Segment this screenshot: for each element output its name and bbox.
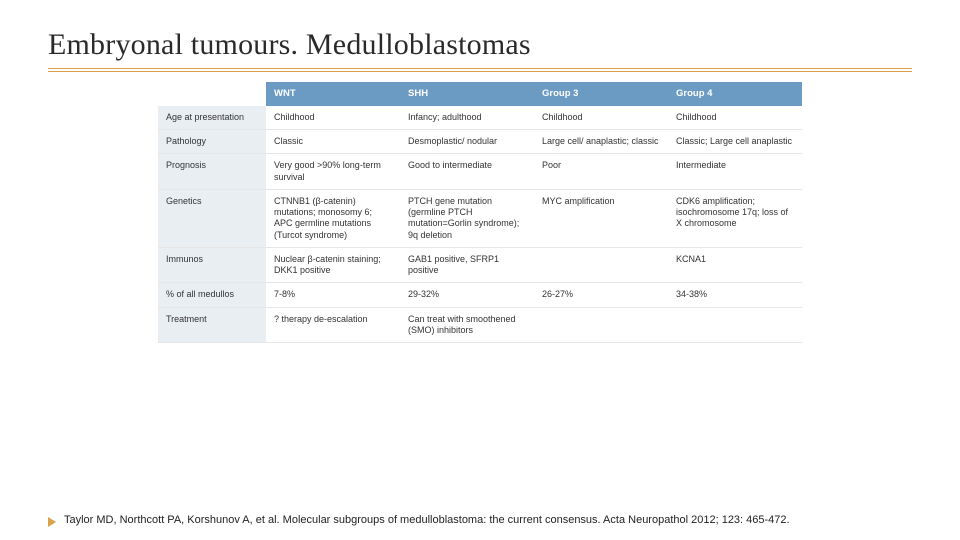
table-cell: Childhood: [668, 106, 802, 130]
table-cell: [668, 307, 802, 343]
table-row: PathologyClassicDesmoplastic/ nodularLar…: [158, 130, 802, 154]
table-cell: Good to intermediate: [400, 154, 534, 190]
table-cell: 7-8%: [266, 283, 400, 307]
header-row: WNT SHH Group 3 Group 4: [158, 82, 802, 106]
table-cell: Classic: [266, 130, 400, 154]
bullet-icon: [48, 517, 56, 527]
table-cell: Intermediate: [668, 154, 802, 190]
table-cell: GAB1 positive, SFRP1 positive: [400, 247, 534, 283]
table-cell: Very good >90% long-term survival: [266, 154, 400, 190]
page-title: Embryonal tumours. Medulloblastomas: [48, 28, 912, 62]
table-cell: Childhood: [266, 106, 400, 130]
col-header: WNT: [266, 82, 400, 106]
row-header: Immunos: [158, 247, 266, 283]
table-row: Age at presentationChildhoodInfancy; adu…: [158, 106, 802, 130]
rule-bottom: [48, 71, 912, 72]
row-header: % of all medullos: [158, 283, 266, 307]
row-header: Treatment: [158, 307, 266, 343]
header-corner: [158, 82, 266, 106]
table-cell: Desmoplastic/ nodular: [400, 130, 534, 154]
table-cell: CDK6 amplification; isochromosome 17q; l…: [668, 189, 802, 247]
table-row: ImmunosNuclear β-catenin staining; DKK1 …: [158, 247, 802, 283]
table-cell: 29-32%: [400, 283, 534, 307]
table-header: WNT SHH Group 3 Group 4: [158, 82, 802, 106]
table-cell: ? therapy de-escalation: [266, 307, 400, 343]
table-row: GeneticsCTNNB1 (β-catenin) mutations; mo…: [158, 189, 802, 247]
table-cell: 26-27%: [534, 283, 668, 307]
table-cell: Childhood: [534, 106, 668, 130]
table-cell: Nuclear β-catenin staining; DKK1 positiv…: [266, 247, 400, 283]
table-cell: Large cell/ anaplastic; classic: [534, 130, 668, 154]
rule-top: [48, 68, 912, 69]
col-header: Group 4: [668, 82, 802, 106]
table-row: Treatment? therapy de-escalationCan trea…: [158, 307, 802, 343]
slide: Embryonal tumours. Medulloblastomas WNT …: [0, 0, 960, 540]
table-row: PrognosisVery good >90% long-term surviv…: [158, 154, 802, 190]
table-row: % of all medullos7-8%29-32%26-27%34-38%: [158, 283, 802, 307]
title-rule: [48, 68, 912, 72]
table-cell: Poor: [534, 154, 668, 190]
row-header: Prognosis: [158, 154, 266, 190]
table-cell: [534, 247, 668, 283]
row-header: Pathology: [158, 130, 266, 154]
table-cell: 34-38%: [668, 283, 802, 307]
row-header: Genetics: [158, 189, 266, 247]
table-cell: MYC amplification: [534, 189, 668, 247]
table-container: WNT SHH Group 3 Group 4 Age at presentat…: [48, 82, 912, 343]
table-cell: Infancy; adulthood: [400, 106, 534, 130]
table-body: Age at presentationChildhoodInfancy; adu…: [158, 106, 802, 343]
medulloblastoma-table: WNT SHH Group 3 Group 4 Age at presentat…: [158, 82, 802, 343]
table-cell: KCNA1: [668, 247, 802, 283]
table-cell: Can treat with smoothened (SMO) inhibito…: [400, 307, 534, 343]
table-cell: Classic; Large cell anaplastic: [668, 130, 802, 154]
table-cell: PTCH gene mutation (germline PTCH mutati…: [400, 189, 534, 247]
citation-row: Taylor MD, Northcott PA, Korshunov A, et…: [48, 513, 912, 528]
table-cell: CTNNB1 (β-catenin) mutations; monosomy 6…: [266, 189, 400, 247]
table-cell: [534, 307, 668, 343]
row-header: Age at presentation: [158, 106, 266, 130]
citation-text: Taylor MD, Northcott PA, Korshunov A, et…: [64, 513, 790, 528]
col-header: SHH: [400, 82, 534, 106]
col-header: Group 3: [534, 82, 668, 106]
